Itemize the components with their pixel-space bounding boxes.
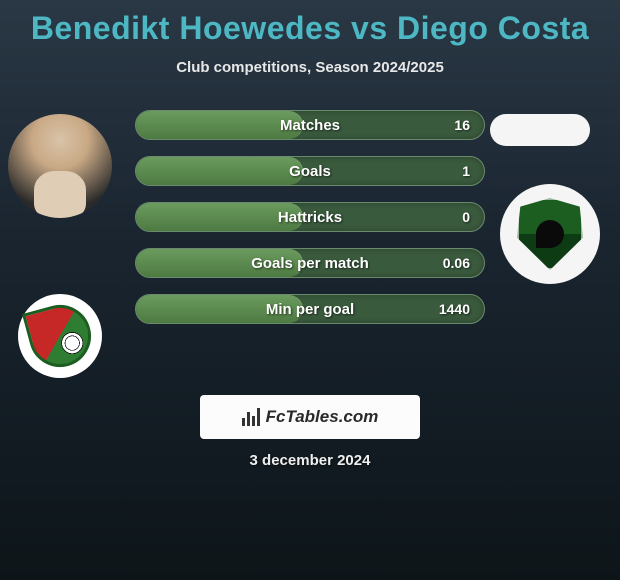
stat-row-min-per-goal: Min per goal 1440: [135, 294, 485, 324]
stat-label: Hattricks: [136, 209, 484, 226]
stat-row-hattricks: Hattricks 0: [135, 202, 485, 232]
stat-label: Matches: [136, 117, 484, 134]
page-subtitle: Club competitions, Season 2024/2025: [0, 59, 620, 76]
stat-row-goals: Goals 1: [135, 156, 485, 186]
player-right-club-badge: [500, 184, 600, 284]
page-title: Benedikt Hoewedes vs Diego Costa: [0, 0, 620, 47]
stat-value: 1: [462, 163, 470, 179]
brand-box: FcTables.com: [200, 395, 420, 439]
stat-value: 16: [454, 117, 470, 133]
stat-value: 0.06: [443, 255, 470, 271]
stat-label: Min per goal: [136, 301, 484, 318]
brand-text: FcTables.com: [266, 407, 379, 427]
stat-row-goals-per-match: Goals per match 0.06: [135, 248, 485, 278]
stat-label: Goals: [136, 163, 484, 180]
player-left-avatar: [8, 114, 112, 218]
krasnodar-badge-icon: [517, 198, 583, 270]
stat-value: 1440: [439, 301, 470, 317]
stat-row-matches: Matches 16: [135, 110, 485, 140]
brand-bars-icon: [242, 408, 260, 426]
stat-label: Goals per match: [136, 255, 484, 272]
lokomotiv-badge-icon: [22, 298, 98, 374]
player-right-avatar-placeholder: [490, 114, 590, 146]
stats-column: Matches 16 Goals 1 Hattricks 0 Goals per…: [135, 110, 485, 340]
player-left-club-badge: [18, 294, 102, 378]
footer-date: 3 december 2024: [0, 452, 620, 469]
stat-value: 0: [462, 209, 470, 225]
